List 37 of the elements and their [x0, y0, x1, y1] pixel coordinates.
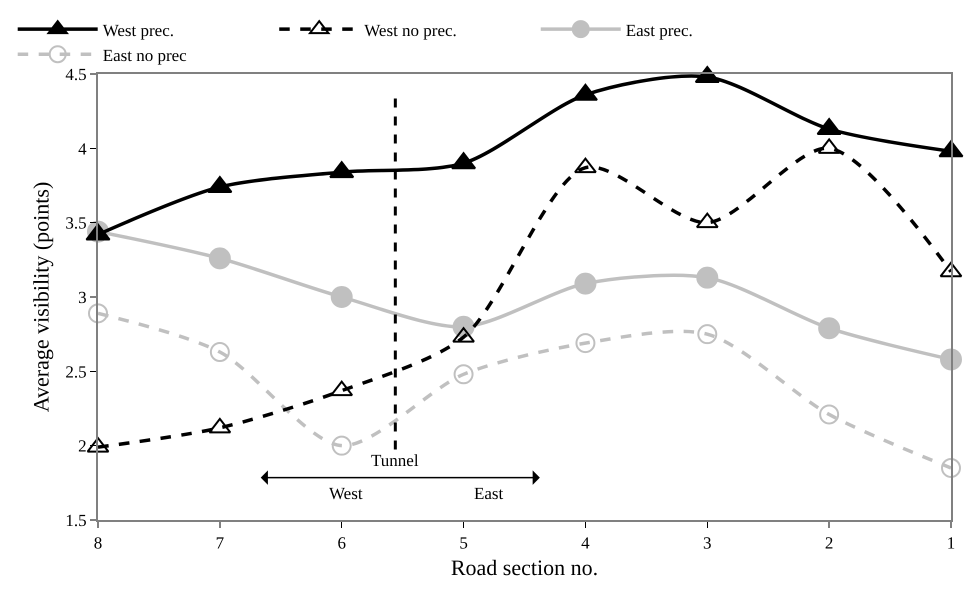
point [819, 404, 840, 424]
y-tick-label: 2.5 [65, 362, 87, 382]
x-axis-title: Road section no. [450, 554, 598, 580]
x-tick-label: 4 [581, 533, 590, 552]
y-tick-label: 1.5 [65, 510, 87, 530]
y-tick-label: 3 [78, 288, 87, 307]
point [818, 317, 840, 340]
y-tick-label: 4.5 [65, 64, 87, 84]
point [208, 247, 231, 270]
y-tick-label: 4 [78, 139, 88, 158]
x-tick-label: 8 [94, 533, 102, 552]
legend-label: East no prec [102, 46, 188, 65]
legend-label: West prec. [102, 20, 174, 40]
annotation: East [474, 484, 504, 503]
x-tick-label: 3 [703, 533, 712, 552]
point [330, 286, 353, 308]
y-axis-title: Average visibility (points) [28, 182, 54, 412]
y-tick-label: 2 [78, 436, 87, 456]
point [697, 324, 718, 344]
legend-label: East prec. [626, 20, 693, 40]
legend-label: West no prec. [364, 20, 457, 40]
y-tick-label: 3.5 [65, 214, 87, 233]
point [88, 303, 108, 324]
point [696, 266, 718, 289]
point [210, 342, 230, 362]
x-tick-label: 6 [337, 533, 346, 552]
point [332, 436, 352, 456]
point [575, 333, 596, 354]
point [454, 364, 474, 384]
x-tick-label: 7 [216, 533, 225, 552]
x-tick-label: 2 [824, 533, 834, 552]
x-tick-label: 5 [459, 533, 468, 552]
point [574, 272, 596, 295]
point [941, 458, 961, 478]
x-tick-label: 1 [946, 533, 956, 552]
ref-line-label: Tunnel [371, 451, 419, 470]
annotation: West [329, 484, 363, 503]
